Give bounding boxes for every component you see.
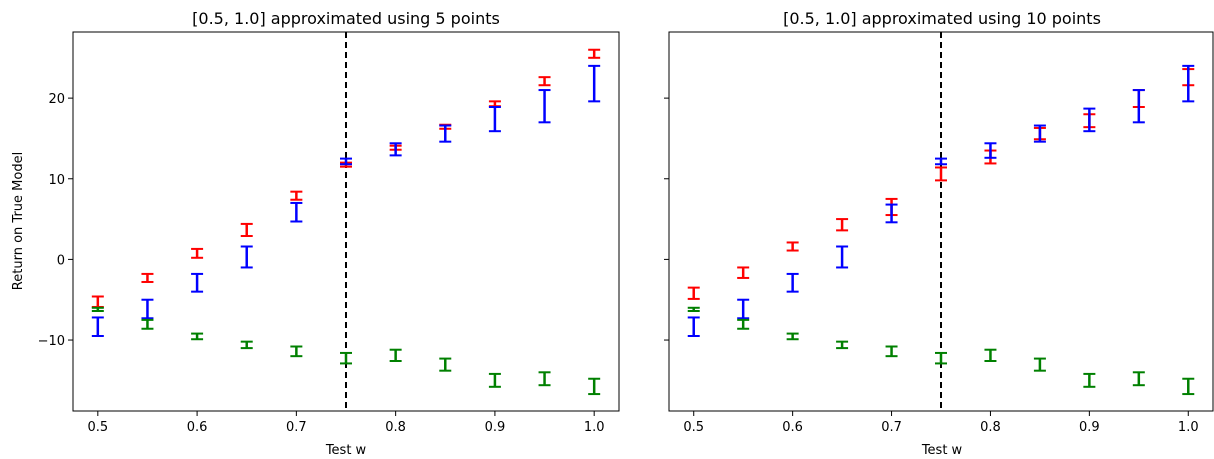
error-bar <box>1132 371 1145 387</box>
error-bar <box>1033 124 1046 143</box>
error-bar <box>836 245 849 269</box>
error-bar <box>984 142 997 159</box>
x-tick-label: 0.8 <box>385 420 406 435</box>
error-bar <box>737 298 750 320</box>
error-bar <box>836 218 849 232</box>
error-bar <box>290 190 303 201</box>
error-bar <box>1182 377 1195 396</box>
error-bar <box>240 340 253 350</box>
panel-1: [0.5, 1.0] approximated using 10 points … <box>664 9 1214 458</box>
error-bar <box>786 332 799 341</box>
error-bar <box>1033 357 1046 372</box>
panel-0: [0.5, 1.0] approximated using 5 points T… <box>11 9 620 458</box>
error-bar <box>737 318 750 330</box>
panel-0-xlabel: Test w <box>325 443 367 458</box>
error-bar <box>885 203 898 224</box>
error-bar <box>588 64 601 103</box>
panel-0-marks: 0.5 0.6 0.7 0.8 0.9 1.0 −10 0 10 20 <box>38 31 620 435</box>
error-bar <box>340 351 352 365</box>
error-bar <box>588 377 601 396</box>
x-tick-label: 0.6 <box>782 420 803 435</box>
error-bar <box>488 100 501 108</box>
x-tick-label: 0.7 <box>881 420 902 435</box>
error-bar <box>141 298 154 320</box>
error-bar <box>439 124 452 143</box>
error-bar <box>687 306 700 313</box>
error-bar <box>538 89 551 124</box>
error-bar <box>984 348 997 363</box>
panel-0-ylabel: Return on True Model <box>11 152 26 290</box>
error-bar <box>687 286 700 300</box>
x-tick-label: 1.0 <box>1178 420 1199 435</box>
error-bar <box>191 247 204 259</box>
error-bar <box>141 318 154 330</box>
panel-1-xlabel: Test w <box>921 443 963 458</box>
error-bar <box>538 371 551 387</box>
x-tick-label: 1.0 <box>584 420 605 435</box>
error-bar <box>935 166 947 182</box>
error-bar <box>91 295 104 308</box>
x-tick-label: 0.5 <box>87 420 108 435</box>
error-bar <box>389 348 402 363</box>
x-tick-label: 0.9 <box>485 420 506 435</box>
error-bar <box>885 345 898 358</box>
error-bar <box>240 245 253 269</box>
error-bar <box>439 357 452 372</box>
error-bar <box>1083 107 1096 133</box>
error-bar <box>340 157 352 166</box>
error-bar <box>389 142 402 157</box>
error-bar <box>836 340 849 350</box>
error-bar <box>935 157 947 166</box>
error-bar <box>737 266 750 279</box>
error-bar <box>687 316 700 338</box>
x-tick-label: 0.7 <box>286 420 307 435</box>
error-bar <box>91 306 104 313</box>
x-tick-label: 0.8 <box>980 420 1001 435</box>
panel-1-title: [0.5, 1.0] approximated using 10 points <box>783 9 1101 28</box>
error-bar <box>538 76 551 87</box>
error-bar <box>786 241 799 252</box>
error-bar <box>141 272 154 283</box>
x-tick-label: 0.5 <box>683 420 704 435</box>
y-tick-label: −10 <box>38 334 65 349</box>
error-bar <box>290 345 303 358</box>
y-tick-label: 10 <box>48 173 65 188</box>
y-tick-label: 20 <box>48 92 65 107</box>
error-bar <box>1083 372 1096 388</box>
error-bar <box>488 105 501 133</box>
error-bar <box>588 48 601 59</box>
x-tick-label: 0.6 <box>187 420 208 435</box>
error-bar <box>290 201 303 223</box>
error-bar <box>91 316 104 338</box>
error-bar <box>191 332 204 341</box>
x-tick-label: 0.9 <box>1079 420 1100 435</box>
error-bar <box>935 351 947 365</box>
y-tick-label: 0 <box>57 253 65 268</box>
error-bar <box>488 372 501 388</box>
error-bar <box>191 272 204 293</box>
panel-1-marks: 0.5 0.6 0.7 0.8 0.9 1.0 <box>664 31 1214 435</box>
panel-0-title: [0.5, 1.0] approximated using 5 points <box>192 9 500 28</box>
error-bar <box>1132 89 1145 124</box>
error-bar <box>240 222 253 238</box>
error-bar <box>786 272 799 293</box>
error-bar <box>1182 64 1195 103</box>
